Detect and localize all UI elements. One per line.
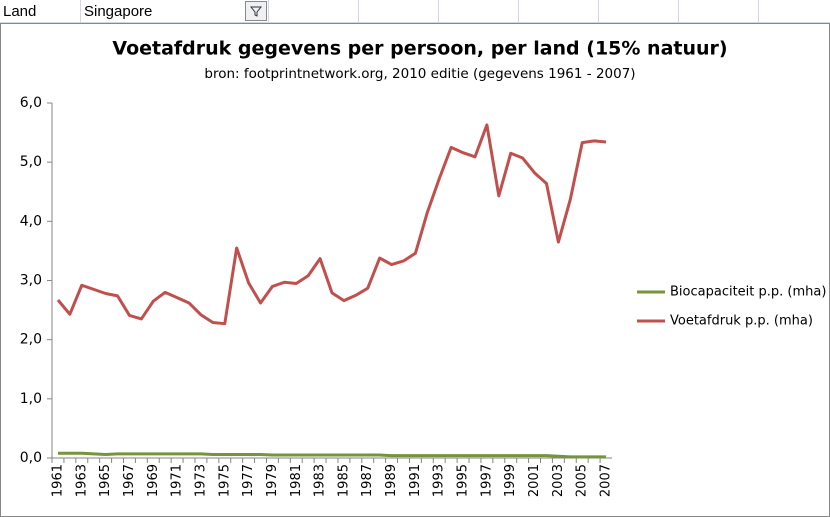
x-tick-label: 1987 — [360, 464, 375, 497]
cell-country: Singapore — [84, 3, 152, 20]
y-tick-label: 5,0 — [20, 154, 42, 170]
y-tick-label: 0,0 — [20, 450, 42, 466]
x-tick-label: 2003 — [551, 464, 566, 497]
y-tick-label: 6,0 — [20, 95, 42, 111]
x-tick-label: 1989 — [384, 464, 399, 497]
plot: 0,0 1,0 2,0 3,0 4,0 5,0 6,0 1961 1963 1965 1967 196… — [20, 95, 827, 497]
chart-area — [0, 23, 830, 517]
x-tick-label: 1969 — [146, 464, 161, 497]
x-tick-label: 1993 — [432, 464, 447, 497]
x-tick-label: 1991 — [408, 464, 423, 497]
legend-label: Voetafdruk p.p. (mha) — [670, 314, 813, 329]
cell-grid — [0, 0, 830, 23]
series-line — [57, 451, 607, 459]
x-tick-label: 1999 — [503, 464, 518, 497]
x-tick-label: 2001 — [527, 464, 542, 497]
x-tick-label: 1965 — [98, 464, 113, 497]
x-tick-label: 1997 — [479, 464, 494, 497]
x-tick-label: 1967 — [122, 464, 137, 497]
filter-button[interactable] — [245, 1, 267, 21]
y-tick-label: 4,0 — [20, 213, 42, 229]
cell-land: Land — [3, 3, 36, 20]
y-tick-label: 2,0 — [20, 332, 42, 348]
chart-title: Voetafdruk gegevens per persoon, per lan… — [112, 38, 727, 60]
x-tick-label: 1975 — [217, 464, 232, 497]
series-line — [56, 123, 607, 326]
chart-subtitle: bron: footprintnetwork.org, 2010 editie … — [204, 66, 635, 82]
legend-label: Biocapaciteit p.p. (mha) — [670, 285, 826, 300]
x-tick-label: 1979 — [265, 464, 280, 497]
x-tick-label: 1963 — [74, 464, 89, 497]
y-tick-label: 3,0 — [20, 273, 42, 289]
y-tick-label: 1,0 — [20, 391, 42, 407]
x-tick-label: 1973 — [193, 464, 208, 497]
x-tick-label: 1977 — [241, 464, 256, 497]
x-tick-label: 1983 — [313, 464, 328, 497]
x-tick-label: 1981 — [289, 464, 304, 497]
x-tick-label: 1971 — [170, 464, 185, 497]
x-tick-label: 2007 — [599, 464, 614, 497]
x-tick-label: 1995 — [456, 464, 471, 497]
x-tick-label: 2005 — [575, 464, 590, 497]
x-tick-label: 1961 — [50, 464, 65, 497]
x-tick-label: 1985 — [336, 464, 351, 497]
